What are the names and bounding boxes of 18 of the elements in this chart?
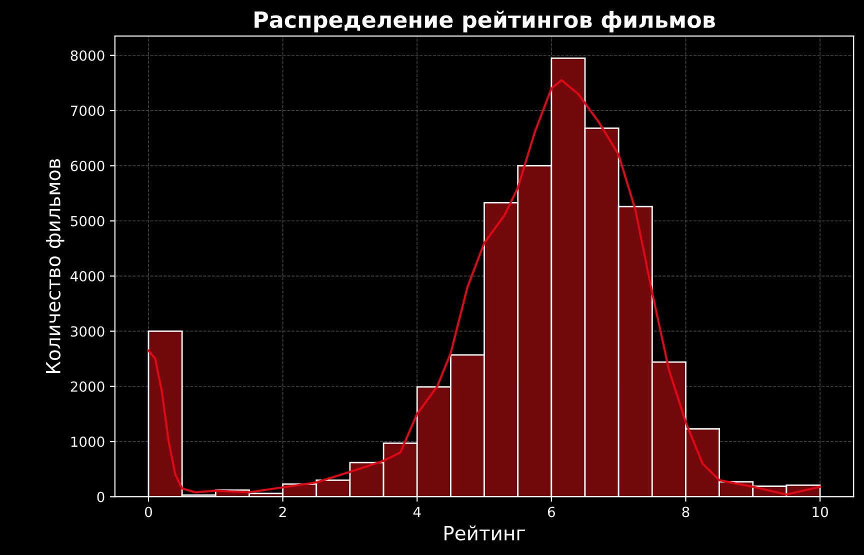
y-tick-label: 5000 <box>70 216 104 226</box>
y-tick-label: 2000 <box>70 381 104 392</box>
x-tick-label: 8 <box>682 506 690 518</box>
chart-title: Распределение рейтингов фильмов <box>254 10 715 32</box>
y-tick-label: 6000 <box>70 160 104 172</box>
y-tick-label: 4000 <box>70 271 104 282</box>
x-axis-title: Рейтинг <box>444 526 525 540</box>
x-tick-label: 6 <box>548 506 555 518</box>
x-tick-label: 4 <box>413 506 421 517</box>
y-tick-label: 1000 <box>71 436 104 448</box>
x-tick-label: 10 <box>812 506 828 518</box>
x-tick-label: 0 <box>144 506 152 518</box>
y-axis-title: Количество фильмов <box>46 159 64 373</box>
x-tick-label: 2 <box>279 506 286 517</box>
y-tick-label: 8000 <box>70 50 104 61</box>
y-tick-label: 7000 <box>70 106 104 116</box>
y-tick-label: 3000 <box>70 326 104 337</box>
y-tick-label: 0 <box>97 492 104 502</box>
